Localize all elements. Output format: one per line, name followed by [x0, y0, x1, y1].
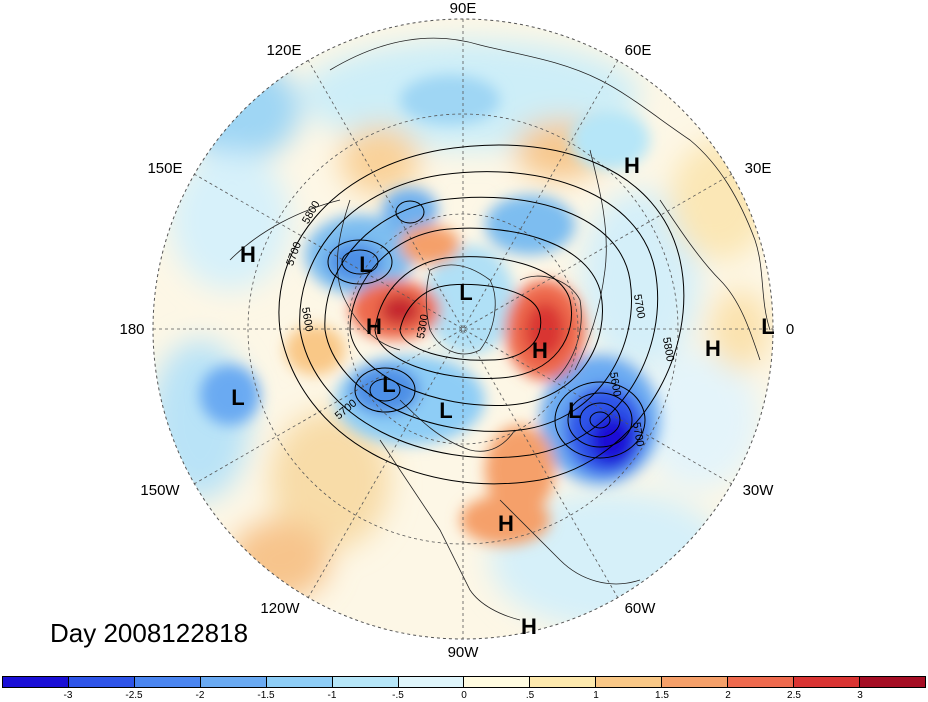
colorbar-tick: -2.5 [125, 690, 143, 701]
high-pressure-marker: H [366, 314, 382, 339]
colorbar-swatch [68, 677, 135, 687]
colorbar [2, 676, 926, 688]
colorbar-tick: -1.5 [257, 690, 275, 701]
low-pressure-marker: L [382, 372, 395, 397]
colorbar-tick: -2 [195, 690, 205, 701]
colorbar-tick: 1 [593, 690, 599, 701]
high-pressure-marker: H [521, 614, 537, 639]
lon-label: 180 [119, 321, 144, 338]
colorbar-tick: 2 [725, 690, 731, 701]
colorbar-tick-labels: -3 -2.5 -2 -1.5 -1 -.5 0 .5 1 1.5 2 2.5 … [2, 690, 926, 702]
contour-label: 5700 [631, 293, 647, 319]
low-pressure-marker: L [761, 314, 774, 339]
colorbar-swatch [398, 677, 465, 687]
contour-label: 5700 [630, 421, 646, 447]
colorbar-swatch [596, 677, 663, 687]
low-pressure-marker: L [568, 398, 581, 423]
high-pressure-marker: H [498, 511, 514, 536]
colorbar-swatch [3, 677, 69, 687]
lon-label: 120W [260, 600, 300, 617]
colorbar-swatch [266, 677, 333, 687]
contour-label: 5800 [660, 336, 676, 362]
colorbar-swatch [859, 677, 925, 687]
low-pressure-marker: L [231, 385, 244, 410]
contour-label: 5600 [299, 306, 315, 332]
lon-label: 90E [450, 0, 477, 17]
colorbar-tick: -3 [63, 690, 73, 701]
colorbar-swatch [464, 677, 531, 687]
low-pressure-marker: L [439, 398, 452, 423]
colorbar-swatch [200, 677, 267, 687]
lon-label: 120E [266, 42, 301, 59]
colorbar-tick: 0 [461, 690, 467, 701]
colorbar-tick: 3 [857, 690, 863, 701]
colorbar-tick: -1 [327, 690, 337, 701]
lon-label: 90W [448, 644, 480, 661]
colorbar-swatch [728, 677, 795, 687]
colorbar-tick: .5 [525, 690, 535, 701]
high-pressure-marker: H [532, 338, 548, 363]
lon-label: 60E [625, 42, 652, 59]
colorbar-swatch [794, 677, 860, 687]
colorbar-swatch [134, 677, 201, 687]
lon-label: 30E [745, 160, 772, 177]
low-pressure-marker: L [359, 252, 372, 277]
map-boundary [152, 18, 774, 640]
colorbar-tick: 2.5 [787, 690, 801, 701]
contour-label: 5300 [415, 313, 431, 339]
high-pressure-marker: H [705, 336, 721, 361]
contour-label: 5600 [607, 371, 623, 397]
lon-label: 150W [140, 482, 180, 499]
coastlines [229, 37, 771, 621]
low-pressure-marker: L [459, 280, 472, 305]
colorbar-tick: 1.5 [655, 690, 669, 701]
graticule [153, 19, 773, 639]
lon-label: 30W [743, 482, 775, 499]
lon-label: 60W [625, 600, 657, 617]
lon-label: 0 [786, 321, 794, 338]
colorbar-swatch [530, 677, 597, 687]
lon-label: 150E [147, 160, 182, 177]
map-date-title: Day 2008122818 [50, 618, 249, 648]
height-contours [278, 144, 685, 485]
colorbar-swatch [662, 677, 729, 687]
high-pressure-marker: H [624, 153, 640, 178]
colorbar-tick: -.5 [392, 690, 404, 701]
high-pressure-marker: H [240, 242, 256, 267]
colorbar-swatch [332, 677, 399, 687]
